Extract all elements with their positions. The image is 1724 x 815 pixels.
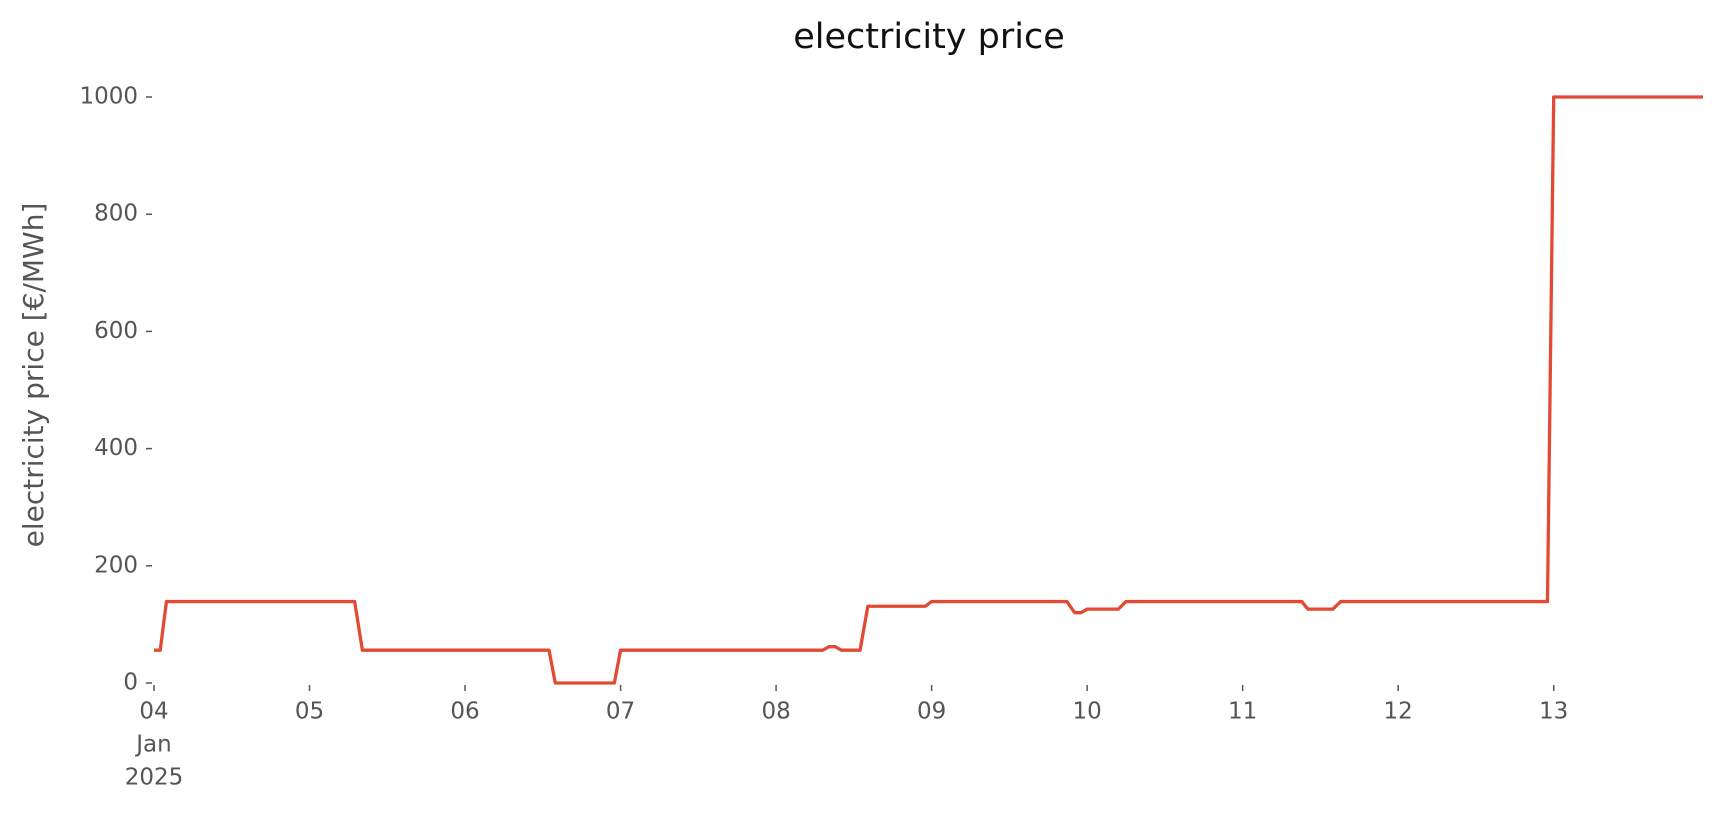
x-tick-sublabel: 2025 [125,765,184,791]
x-tick-sublabel: Jan [134,732,171,758]
x-tick-label: 11 [1228,699,1257,725]
x-tick-label: 10 [1072,699,1101,725]
x-tick-label: 12 [1384,699,1413,725]
x-tick-label: 08 [761,699,790,725]
x-tick-label: 07 [606,699,635,725]
y-tick-label: 1000 [79,84,138,110]
chart-title: electricity price [793,17,1065,57]
y-axis-label: electricity price [€/MWh] [17,203,50,548]
x-tick-label: 13 [1539,699,1568,725]
y-tick-label: 0 [123,670,138,696]
x-tick-label: 04 [139,699,168,725]
line-series [154,95,1703,685]
x-tick-label: 09 [917,699,946,725]
y-tick-label: 800 [94,201,138,227]
y-tick-label: 400 [94,435,138,461]
y-tick-label: 200 [94,552,138,578]
x-tick-label: 05 [295,699,324,725]
y-tick-label: 600 [94,318,138,344]
x-tick-label: 06 [450,699,479,725]
